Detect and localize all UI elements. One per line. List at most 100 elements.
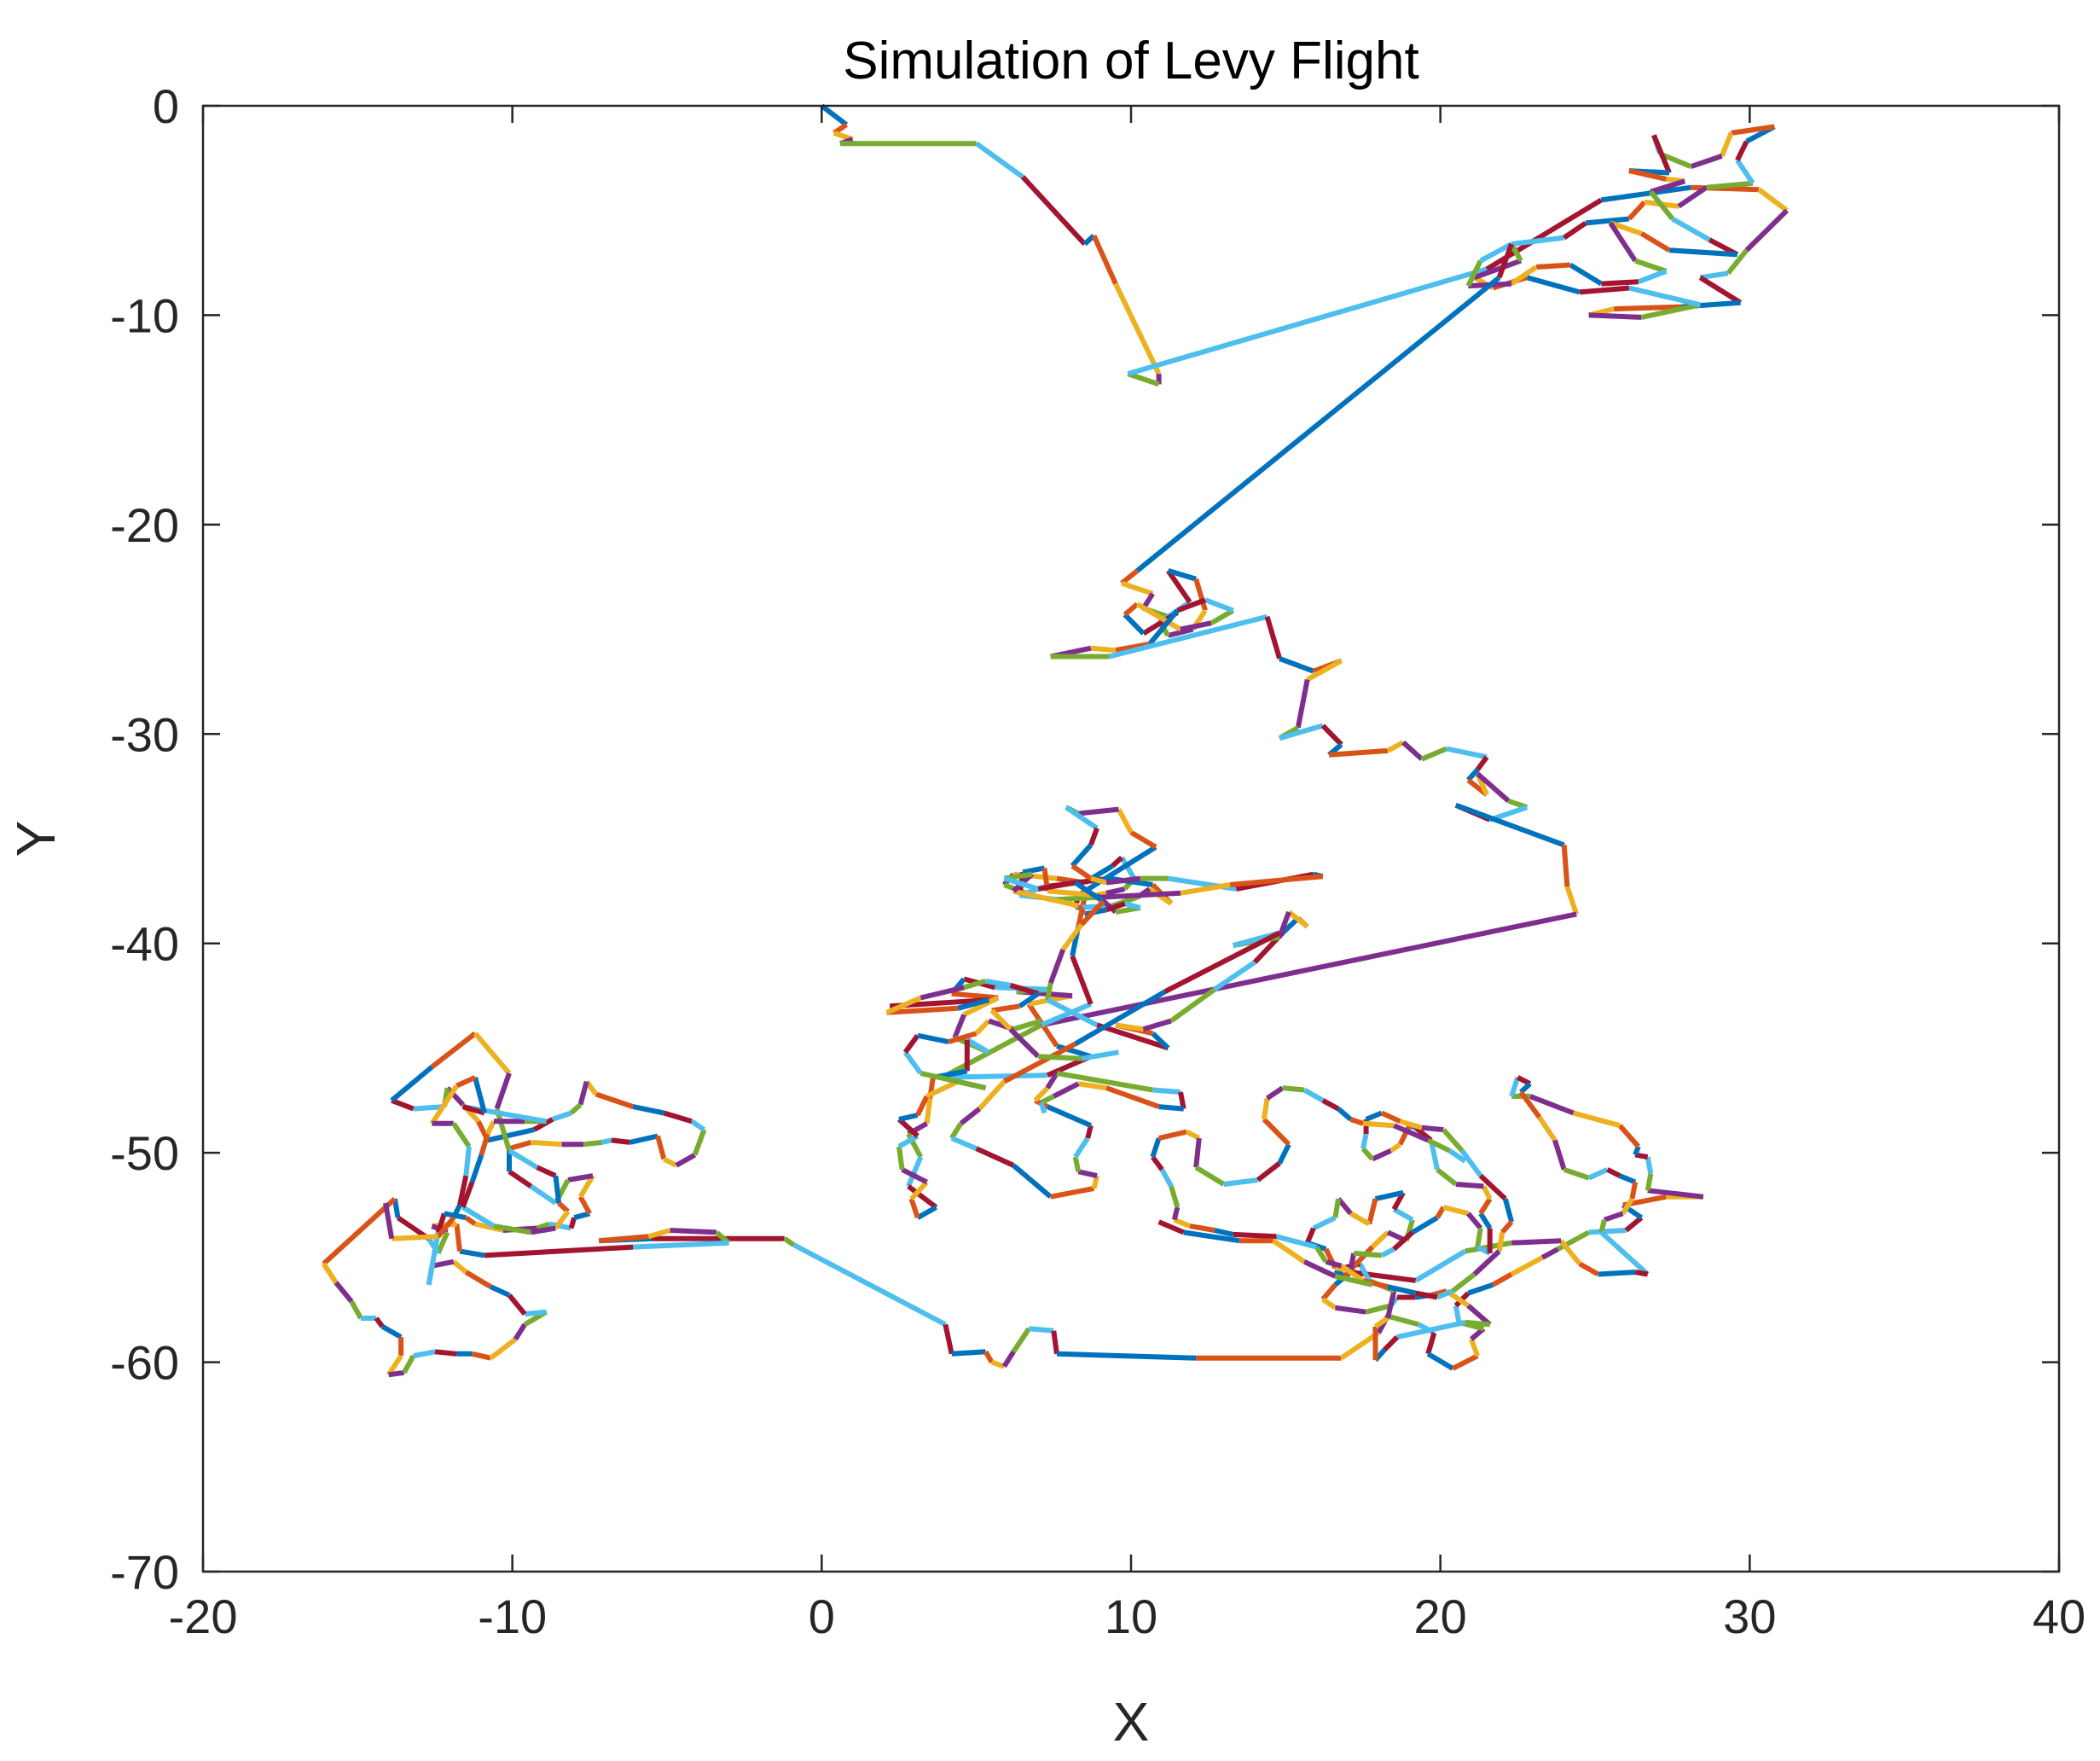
flight-step-segment — [531, 1139, 562, 1148]
flight-step-segment — [390, 1065, 434, 1103]
flight-step-segment — [569, 1102, 583, 1115]
flight-step-segment — [473, 1032, 512, 1075]
flight-step-segment — [1287, 910, 1309, 929]
flight-step-segment — [1040, 1094, 1055, 1105]
flight-step-segment — [1314, 1245, 1329, 1264]
flight-step-segment — [1321, 1098, 1340, 1112]
flight-step-segment — [1337, 1107, 1353, 1122]
flight-step-segment — [1677, 185, 1708, 209]
flight-step-segment — [966, 1037, 990, 1055]
flight-step-segment — [1362, 1120, 1395, 1129]
flight-step-segment — [1339, 1330, 1380, 1361]
flight-step-segment — [1105, 1085, 1160, 1109]
flight-step-segment — [1414, 1248, 1467, 1283]
flight-step-segment — [553, 1175, 562, 1204]
flight-step-segment — [1598, 1218, 1607, 1234]
flight-step-segment — [1157, 1219, 1185, 1235]
flight-step-segment — [1349, 1117, 1364, 1126]
flight-step-segment — [1558, 1239, 1582, 1266]
flight-step-segment — [1077, 1081, 1107, 1091]
flight-step-segment — [321, 1262, 339, 1284]
flight-step-segment — [402, 1354, 416, 1375]
flight-step-segment — [1411, 1215, 1439, 1235]
flight-step-segment — [487, 1127, 535, 1143]
x-tick-label: 40 — [2033, 1590, 2085, 1643]
flight-step-segment — [1105, 901, 1126, 913]
flight-step-segment — [1479, 241, 1513, 264]
flight-step-segment — [1277, 910, 1291, 939]
flight-step-segment — [577, 1080, 589, 1106]
flight-step-segment — [507, 1293, 527, 1316]
flight-step-segment — [915, 1095, 930, 1117]
flight-step-segment — [1169, 1185, 1181, 1208]
flight-step-segment — [1526, 275, 1581, 295]
flight-step-segment — [461, 1205, 496, 1229]
flight-step-segment — [1060, 922, 1084, 951]
flight-step-segment — [1496, 242, 1514, 279]
flight-step-segment — [1090, 875, 1107, 886]
flight-step-segment — [1451, 1353, 1479, 1371]
flight-step-segment — [1279, 723, 1324, 741]
flight-step-segment — [974, 141, 1024, 179]
flight-step-segment — [1459, 1148, 1483, 1177]
flight-step-segment — [1074, 989, 1167, 1047]
flight-step-segment — [1272, 1238, 1306, 1264]
flight-step-segment — [1621, 1197, 1635, 1215]
flight-step-segment — [1699, 270, 1729, 281]
flight-step-segment — [974, 1019, 991, 1036]
flight-step-segment — [1210, 607, 1235, 625]
flight-step-segment — [1600, 184, 1691, 203]
flight-step-segment — [983, 1350, 995, 1364]
flight-step-segment — [1648, 189, 1675, 221]
series-4 — [321, 1031, 785, 1378]
flight-step-segment — [952, 1014, 966, 1039]
flight-step-segment — [1171, 1206, 1181, 1221]
flight-step-segment — [901, 1167, 928, 1185]
flight-step-segment — [989, 1008, 1012, 1032]
flight-step-segment — [1121, 580, 1154, 596]
flight-step-segment — [457, 1175, 469, 1206]
flight-step-segment — [392, 1198, 401, 1218]
flight-step-segment — [1320, 1282, 1337, 1301]
flight-step-segment — [1511, 1238, 1562, 1246]
flight-step-segment — [1012, 1163, 1053, 1199]
flight-step-segment — [1306, 658, 1343, 683]
flight-step-segment — [494, 1072, 512, 1110]
flight-step-segment — [1624, 1215, 1644, 1233]
flight-step-segment — [529, 1183, 558, 1206]
flight-step-segment — [1365, 1110, 1383, 1122]
flight-step-segment — [1088, 827, 1099, 846]
flight-step-segment — [551, 1110, 572, 1122]
flight-step-segment — [1339, 1264, 1365, 1283]
flight-step-segment — [647, 1228, 671, 1240]
flight-step-segment — [513, 1322, 527, 1341]
flight-step-segment — [632, 1240, 729, 1250]
flight-step-segment — [1127, 266, 1488, 376]
flight-step-segment — [1389, 1142, 1402, 1154]
x-axis-label: X — [1113, 1691, 1150, 1752]
flight-step-segment — [1282, 1085, 1305, 1093]
flight-step-segment — [916, 1205, 937, 1220]
flight-step-segment — [1152, 1087, 1181, 1095]
flight-step-segment — [1588, 312, 1642, 320]
flight-step-segment — [943, 1323, 954, 1355]
flight-step-segment — [1193, 1137, 1202, 1168]
flight-step-segment — [1481, 1185, 1493, 1200]
flight-step-segment — [1426, 1351, 1454, 1371]
flight-step-segment — [1334, 1273, 1373, 1287]
flight-step-segment — [1617, 1124, 1641, 1148]
flight-step-segment — [1350, 1270, 1417, 1283]
flight-step-segment — [1640, 302, 1701, 320]
flight-step-segment — [536, 1165, 557, 1178]
flight-step-segment — [1428, 1139, 1440, 1171]
flight-step-segment — [917, 1032, 949, 1045]
flight-step-segment — [494, 1107, 512, 1152]
y-tick-label: -30 — [110, 707, 179, 761]
flight-step-segment — [1223, 1177, 1259, 1187]
flight-step-segment — [1537, 1115, 1558, 1142]
flight-step-segment — [1668, 247, 1737, 258]
flight-step-segment — [1561, 845, 1570, 887]
flight-step-segment — [1370, 1230, 1390, 1249]
flight-step-segment — [1365, 1303, 1392, 1315]
flight-step-segment — [663, 1110, 693, 1125]
